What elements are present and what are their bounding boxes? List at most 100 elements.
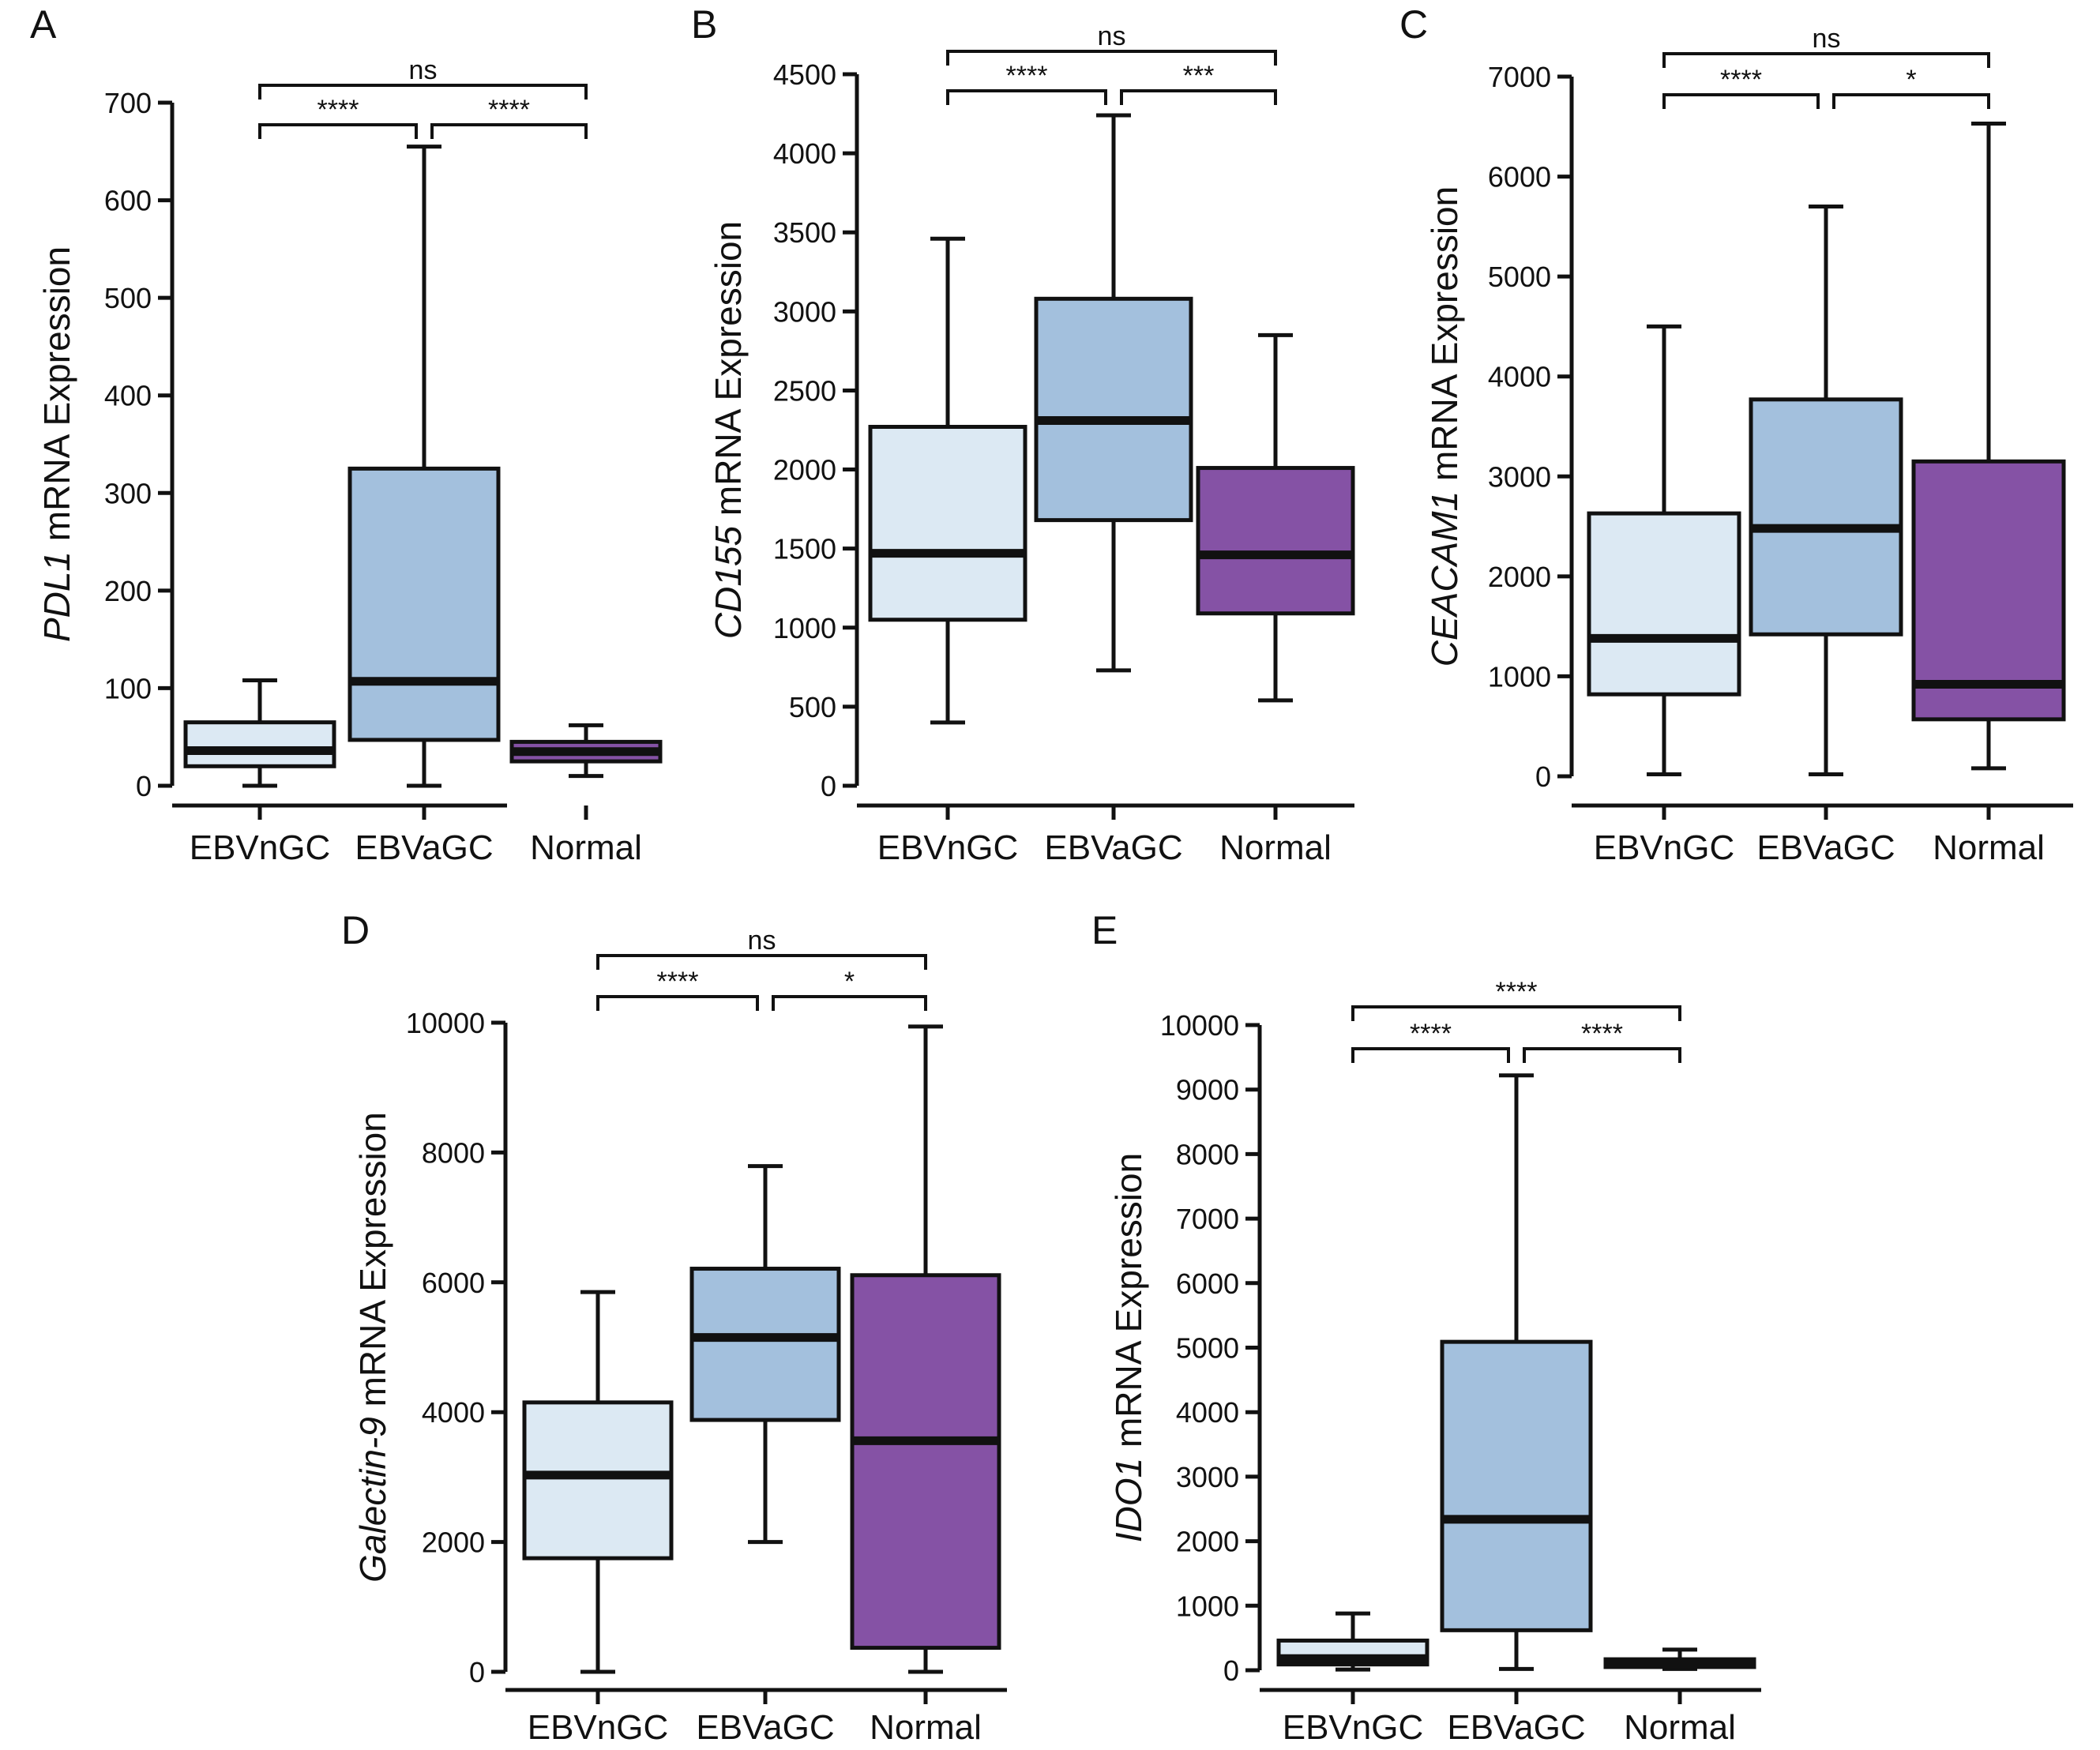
x-category-label: EBVaGC xyxy=(1447,1708,1585,1746)
y-tick-label: 10000 xyxy=(1160,1009,1239,1042)
y-tick-label: 9000 xyxy=(1176,1074,1239,1106)
box-ebvagc xyxy=(1440,1073,1593,1671)
box-iqr xyxy=(689,1267,841,1422)
y-tick-label: 7000 xyxy=(1176,1203,1239,1235)
box-iqr xyxy=(1587,511,1741,697)
panel-letter: A xyxy=(30,2,57,47)
y-tick-label: 7000 xyxy=(1488,61,1551,93)
box-ebvngc xyxy=(1276,1611,1429,1672)
y-axis-label-unit: mRNA Expression xyxy=(36,246,77,551)
box-iqr xyxy=(1196,466,1355,616)
panel-letter: C xyxy=(1399,2,1428,47)
significance-label: **** xyxy=(1720,65,1762,95)
y-tick-label: 1000 xyxy=(773,612,836,644)
y-tick-label: 4500 xyxy=(773,58,836,91)
x-category-label: EBVnGC xyxy=(528,1708,669,1746)
y-tick-label: 400 xyxy=(104,380,152,412)
y-tick-label: 3000 xyxy=(1176,1461,1239,1493)
significance-bracket xyxy=(772,995,927,1011)
panel-b: B 0 500 1000 1500 2000 2500 3000 3500 4000 4500 CD1… xyxy=(691,2,1355,867)
significance-label: ns xyxy=(748,926,776,956)
x-category-label: Normal xyxy=(1219,828,1332,867)
significance-bracket xyxy=(1662,52,1990,68)
y-tick-label: 6000 xyxy=(1176,1267,1239,1300)
y-tick-label: 2000 xyxy=(773,454,836,486)
y-tick-label: 8000 xyxy=(1176,1138,1239,1170)
x-category-label: EBVaGC xyxy=(1044,828,1182,867)
significance-bracket xyxy=(1832,93,1990,109)
y-tick-label: 2500 xyxy=(773,374,836,407)
y-tick-label: 200 xyxy=(104,575,152,607)
y-tick-label: 1000 xyxy=(1488,660,1551,693)
y-tick-label: 4000 xyxy=(1176,1396,1239,1429)
y-axis-label: PDL1 mRNA Expression xyxy=(36,246,77,642)
x-category-label: EBVaGC xyxy=(696,1708,834,1746)
significance-label: * xyxy=(844,967,855,997)
x-category-label: EBVnGC xyxy=(1283,1708,1424,1746)
y-tick-label: 100 xyxy=(104,672,152,704)
y-tick-label: 5000 xyxy=(1176,1332,1239,1365)
y-tick-label: 5000 xyxy=(1488,261,1551,293)
y-tick-label: 4000 xyxy=(1488,361,1551,393)
x-category-label: EBVnGC xyxy=(190,828,331,867)
significance-label: ns xyxy=(1098,21,1126,51)
box-ebvngc xyxy=(1587,324,1741,776)
y-tick-label: 4000 xyxy=(422,1396,485,1429)
y-axis-label-unit: mRNA Expression xyxy=(1108,1153,1149,1458)
y-axis-label-unit: mRNA Expression xyxy=(1424,186,1465,491)
y-axis-label-gene: PDL1 xyxy=(36,551,77,642)
significance-label: * xyxy=(1906,65,1916,95)
significance-bracket xyxy=(1523,1047,1681,1063)
significance-bracket xyxy=(1120,89,1277,105)
box-iqr xyxy=(868,424,1027,622)
box-ebvagc xyxy=(1034,113,1193,673)
significance-label: **** xyxy=(1006,61,1048,91)
y-axis-label-unit: mRNA Expression xyxy=(708,221,749,526)
x-category-label: EBVnGC xyxy=(877,828,1019,867)
y-axis-label: Galectin-9 mRNA Expression xyxy=(352,1112,393,1583)
box-ebvagc xyxy=(689,1164,841,1545)
significance-label: **** xyxy=(488,95,530,125)
x-category-label: Normal xyxy=(870,1708,982,1746)
box-ebvngc xyxy=(868,236,1027,725)
significance-label: **** xyxy=(1581,1019,1623,1049)
y-tick-label: 3500 xyxy=(773,216,836,249)
y-tick-label: 500 xyxy=(104,282,152,314)
y-axis-label-gene: CD155 xyxy=(708,526,749,640)
y-axis-label-gene: Galectin-9 xyxy=(352,1417,393,1583)
significance-bracket xyxy=(946,89,1107,105)
x-category-label: EBVaGC xyxy=(355,828,493,867)
significance-label: ns xyxy=(409,55,438,85)
box-iqr xyxy=(347,466,501,742)
y-tick-label: 0 xyxy=(821,770,836,802)
significance-label: **** xyxy=(317,95,359,125)
y-tick-label: 2000 xyxy=(422,1527,485,1559)
y-tick-label: 8000 xyxy=(422,1136,485,1169)
y-tick-label: 10000 xyxy=(406,1007,485,1039)
x-category-label: Normal xyxy=(530,828,642,867)
panel-c: C 0 1000 2000 3000 4000 5000 6000 7000 CEACAM1 mR… xyxy=(1399,2,2073,867)
significance-bracket xyxy=(596,995,759,1011)
box-iqr xyxy=(1911,459,2066,722)
y-tick-label: 3000 xyxy=(1488,460,1551,493)
x-category-label: EBVnGC xyxy=(1594,828,1735,867)
y-axis-label-gene: IDO1 xyxy=(1108,1458,1149,1542)
panel-a: A 0 100 200 300 400 500 600 700 PDL1 mRNA Express… xyxy=(30,2,663,867)
y-axis-label: CD155 mRNA Expression xyxy=(708,221,749,639)
box-iqr xyxy=(522,1400,674,1560)
box-iqr xyxy=(1034,296,1193,523)
panel-letter: E xyxy=(1091,908,1118,952)
box-normal xyxy=(1196,332,1355,703)
x-category-label: Normal xyxy=(1933,828,2045,867)
y-tick-label: 2000 xyxy=(1176,1526,1239,1558)
significance-bracket xyxy=(258,123,418,139)
y-tick-label: 600 xyxy=(104,185,152,217)
significance-bracket xyxy=(596,954,927,970)
y-tick-label: 300 xyxy=(104,477,152,509)
y-tick-label: 1500 xyxy=(773,533,836,565)
significance-label: **** xyxy=(657,967,699,997)
y-tick-label: 3000 xyxy=(773,295,836,328)
y-tick-label: 4000 xyxy=(773,137,836,170)
